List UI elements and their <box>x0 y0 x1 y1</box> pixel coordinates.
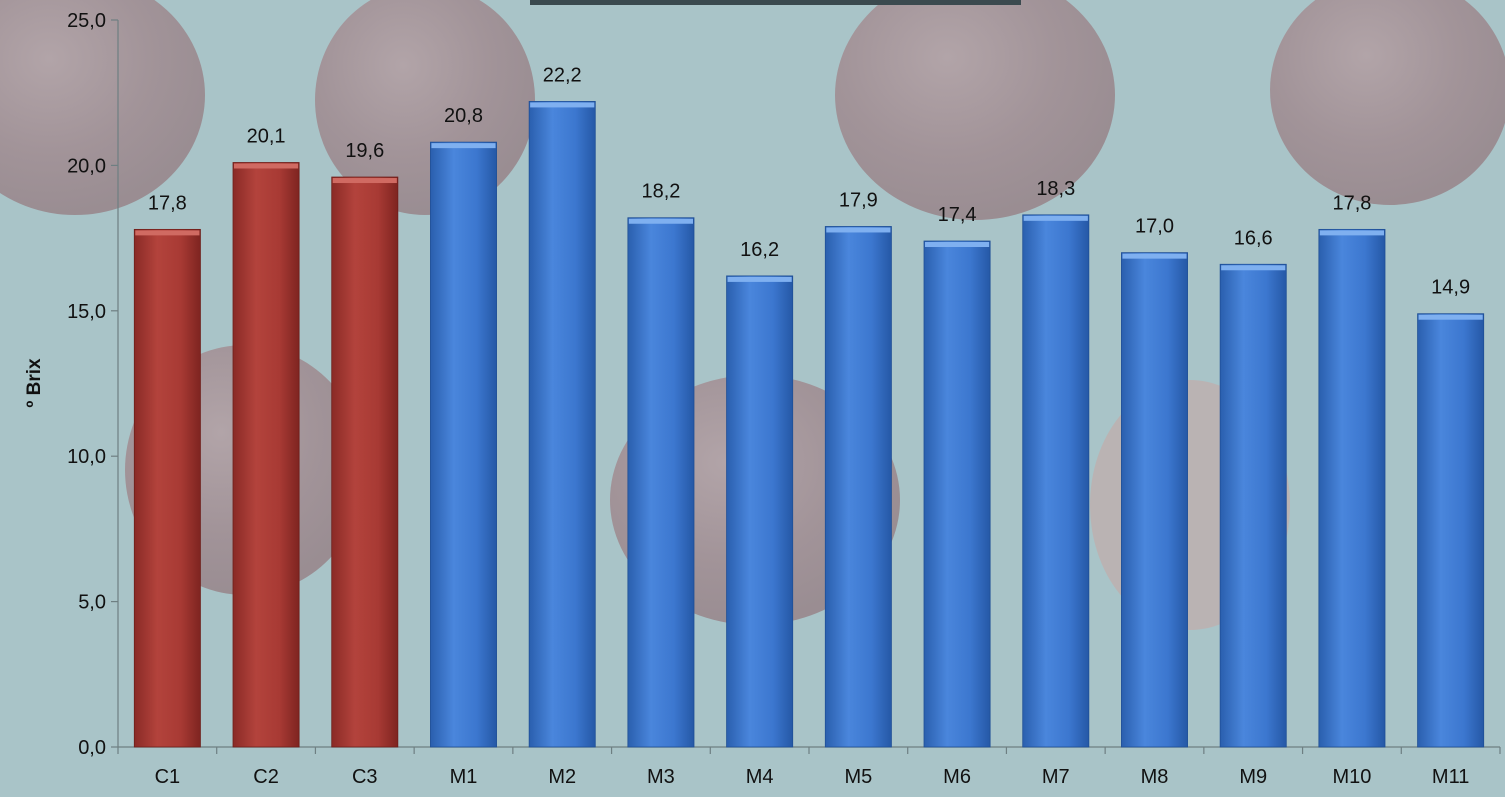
x-tick-label-c3: C3 <box>352 766 378 788</box>
bar-c3 <box>331 176 399 748</box>
bar-body <box>331 176 399 748</box>
x-tick-label-m1: M1 <box>450 766 478 788</box>
bar-m9 <box>1219 263 1287 748</box>
data-label-m6: 17,4 <box>938 204 977 226</box>
cherry-photo <box>835 0 1115 220</box>
cherry-photo <box>1270 0 1505 205</box>
data-label-m9: 16,6 <box>1234 227 1273 249</box>
data-label-m2: 22,2 <box>543 64 582 86</box>
x-tick-label-m10: M10 <box>1332 766 1371 788</box>
data-label-m11: 14,9 <box>1431 277 1470 299</box>
y-tick-label: 0,0 <box>78 737 106 759</box>
bar-body <box>528 101 596 748</box>
data-label-m3: 18,2 <box>641 181 680 203</box>
y-axis-title: º Brix <box>24 358 45 408</box>
bar-body <box>726 275 794 748</box>
y-tick-label: 25,0 <box>67 10 106 32</box>
bar-top-bevel <box>1418 314 1483 320</box>
bar-body <box>1318 228 1386 748</box>
bar-body <box>923 240 991 748</box>
bar-m6 <box>923 240 991 748</box>
bar-m2 <box>528 101 596 748</box>
bar-m5 <box>824 226 892 748</box>
bars <box>133 101 1485 748</box>
bar-body <box>1219 263 1287 748</box>
bar-top-bevel <box>925 242 990 248</box>
bar-body <box>1417 313 1485 748</box>
bar-m8 <box>1121 252 1188 748</box>
data-label-c1: 17,8 <box>148 192 187 214</box>
y-tick-label: 20,0 <box>67 155 106 177</box>
data-label-c2: 20,1 <box>247 125 286 147</box>
data-label-m5: 17,9 <box>839 189 878 211</box>
bar-m10 <box>1318 228 1386 748</box>
y-tick-label: 15,0 <box>67 301 106 323</box>
cherry-photo <box>0 0 205 215</box>
x-tick-label-m8: M8 <box>1141 766 1169 788</box>
bar-top-bevel <box>135 230 200 236</box>
bar-top-bevel <box>1319 230 1384 236</box>
data-label-c3: 19,6 <box>345 140 384 162</box>
bar-body <box>133 228 201 748</box>
bar-m11 <box>1417 313 1485 748</box>
x-tick-label-m3: M3 <box>647 766 675 788</box>
x-tick-label-c2: C2 <box>253 766 279 788</box>
y-tick-label: 5,0 <box>78 592 106 614</box>
data-label-m4: 16,2 <box>740 239 779 261</box>
x-tick-label-m9: M9 <box>1239 766 1267 788</box>
bar-top-bevel <box>431 143 496 149</box>
bar-body <box>1022 214 1090 748</box>
bar-m4 <box>726 275 794 748</box>
bar-body <box>430 141 497 748</box>
bar-m3 <box>627 217 695 748</box>
data-labels: 17,8 20,1 19,6 20,8 22,2 18,2 16,2 17,9 17,4 18,3… <box>148 64 1470 298</box>
data-label-m7: 18,3 <box>1036 178 1075 200</box>
bar-m7 <box>1022 214 1090 748</box>
bar-body <box>1121 252 1188 748</box>
data-label-m1: 20,8 <box>444 105 483 127</box>
bar-m1 <box>430 141 497 748</box>
x-tick-label-m2: M2 <box>548 766 576 788</box>
y-tick-label: 10,0 <box>67 446 106 468</box>
x-tick-label-m7: M7 <box>1042 766 1070 788</box>
bar-top-bevel <box>628 218 693 224</box>
bar-top-bevel <box>1122 253 1187 259</box>
bar-body <box>627 217 695 748</box>
x-tick-label-m6: M6 <box>943 766 971 788</box>
bar-top-bevel <box>332 178 397 184</box>
top-banner-strip <box>530 0 1021 5</box>
bar-top-bevel <box>530 102 595 108</box>
bar-top-bevel <box>234 163 299 169</box>
x-tick-label-c1: C1 <box>155 766 181 788</box>
bar-c1 <box>133 228 201 748</box>
bar-top-bevel <box>1221 265 1286 271</box>
bar-top-bevel <box>1023 215 1088 221</box>
bar-c2 <box>232 162 300 748</box>
bar-body <box>232 162 300 748</box>
x-tick-label-m5: M5 <box>844 766 872 788</box>
bar-top-bevel <box>727 276 792 282</box>
bar-body <box>824 226 892 748</box>
bar-top-bevel <box>826 227 891 233</box>
data-label-m8: 17,0 <box>1135 216 1174 238</box>
data-label-m10: 17,8 <box>1332 192 1371 214</box>
x-tick-label-m11: M11 <box>1432 766 1469 788</box>
x-tick-label-m4: M4 <box>746 766 774 788</box>
